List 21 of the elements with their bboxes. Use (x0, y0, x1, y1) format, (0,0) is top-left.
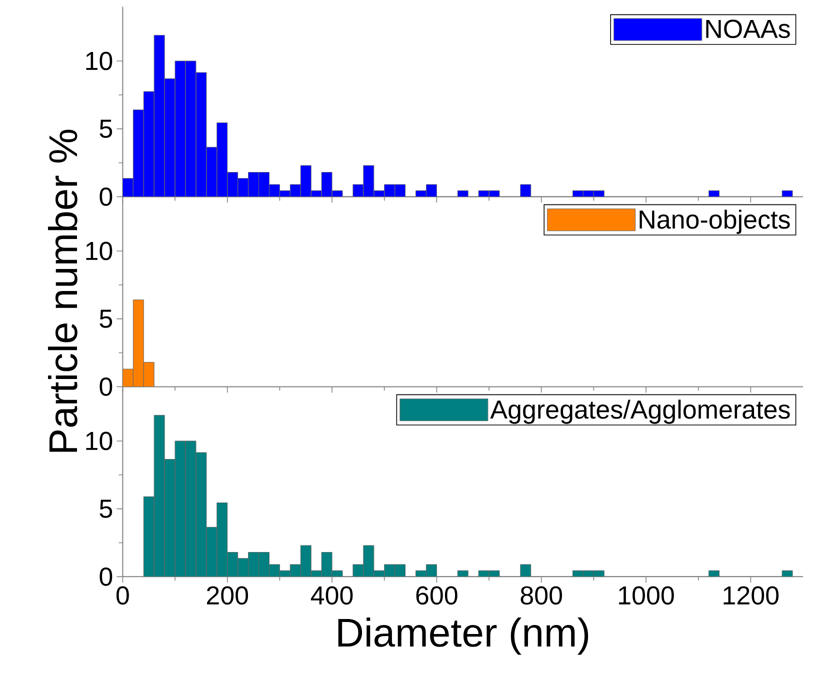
x-tick-label: 600 (416, 586, 458, 605)
y-tick-label: 10 (86, 432, 112, 450)
y-tick-label: 0 (100, 377, 112, 396)
y-tick-label: 5 (100, 500, 112, 518)
y-tick-label: 0 (100, 187, 112, 206)
y-tick-label: 0 (100, 567, 112, 586)
x-tick-label: 0 (116, 586, 129, 605)
legend-label: Aggregates/Agglomerates (490, 400, 790, 424)
y-axis-title: Particle number % (48, 130, 78, 452)
y-tick-label: 5 (100, 120, 112, 138)
x-tick-label: 800 (520, 586, 562, 605)
legend-label: NOAAs (706, 20, 790, 38)
x-tick-label: 1000 (619, 586, 674, 605)
x-axis-title: Diameter (nm) (338, 617, 588, 655)
x-tick-label: 400 (310, 586, 353, 605)
x-tick-label: 1200 (724, 586, 779, 605)
y-tick-label: 10 (86, 242, 112, 260)
y-tick-label: 5 (100, 310, 112, 328)
legend-label: Nano-objects (640, 210, 790, 234)
y-tick-label: 10 (86, 52, 112, 70)
x-tick-label: 200 (206, 586, 248, 605)
